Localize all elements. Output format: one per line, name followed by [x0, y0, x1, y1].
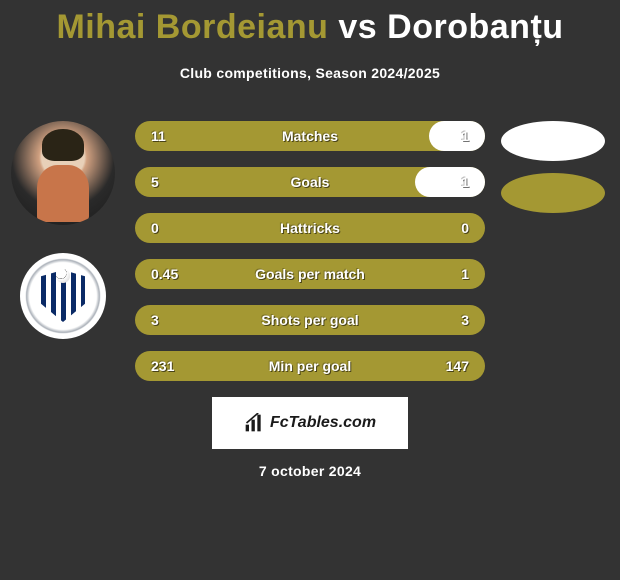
left-column [8, 121, 118, 339]
club-ball-icon [56, 269, 70, 283]
vs-label: vs [338, 8, 377, 46]
stat-row-goals-per-match: 0.45 Goals per match 1 [135, 259, 485, 289]
player2-name: Dorobanțu [387, 8, 563, 46]
stat-row-goals: 5 Goals 1 [135, 167, 485, 197]
stat-left-value: 0 [151, 220, 159, 236]
stat-row-min-per-goal: 231 Min per goal 147 [135, 351, 485, 381]
stat-left-value: 0.45 [151, 266, 178, 282]
stat-left-value: 3 [151, 312, 159, 328]
fctables-label: FcTables.com [270, 414, 376, 432]
date-label: 7 october 2024 [0, 463, 620, 479]
stat-left-value: 5 [151, 174, 159, 190]
player1-club-badge [20, 253, 106, 339]
stat-right-value: 1 [461, 128, 469, 144]
stat-right-value: 1 [461, 266, 469, 282]
stat-left-value: 231 [151, 358, 174, 374]
stat-label: Goals per match [255, 266, 365, 282]
right-column [498, 121, 608, 213]
stats-bars: 11 Matches 1 5 Goals 1 0 Hattricks 0 0.4… [135, 121, 485, 381]
page-title: Mihai Bordeianu vs Dorobanțu [0, 0, 620, 47]
stat-row-hattricks: 0 Hattricks 0 [135, 213, 485, 243]
player2-club-placeholder [501, 173, 605, 213]
stat-overlay [415, 167, 485, 197]
player1-name: Mihai Bordeianu [56, 8, 328, 46]
player2-avatar-placeholder [501, 121, 605, 161]
player1-avatar [11, 121, 115, 225]
stat-label: Hattricks [280, 220, 340, 236]
content-area: 11 Matches 1 5 Goals 1 0 Hattricks 0 0.4… [0, 121, 620, 479]
stat-label: Shots per goal [261, 312, 358, 328]
stat-row-shots-per-goal: 3 Shots per goal 3 [135, 305, 485, 335]
stat-right-value: 147 [446, 358, 469, 374]
fctables-watermark: FcTables.com [212, 397, 408, 449]
stat-label: Goals [291, 174, 330, 190]
stat-overlay [429, 121, 485, 151]
stat-right-value: 1 [461, 174, 469, 190]
fctables-chart-icon [244, 413, 264, 433]
stat-right-value: 3 [461, 312, 469, 328]
subtitle: Club competitions, Season 2024/2025 [0, 65, 620, 81]
stat-label: Matches [282, 128, 338, 144]
stat-left-value: 11 [151, 128, 166, 144]
stat-row-matches: 11 Matches 1 [135, 121, 485, 151]
stat-label: Min per goal [269, 358, 351, 374]
stat-right-value: 0 [461, 220, 469, 236]
